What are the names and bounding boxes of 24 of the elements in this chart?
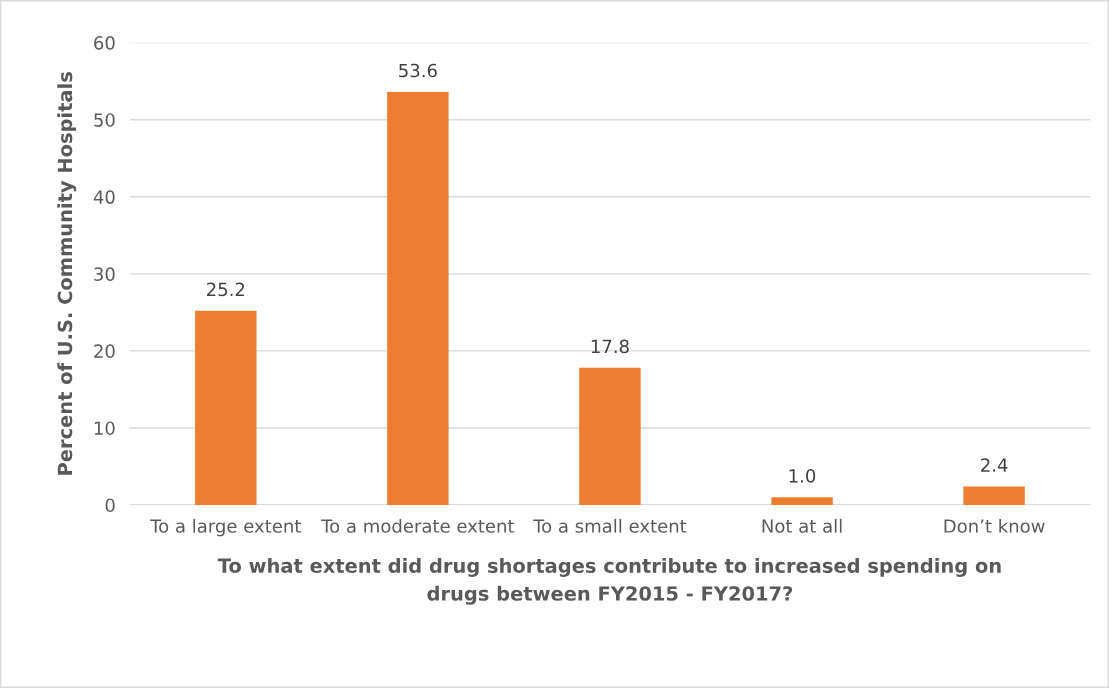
y-tick-label: 40 xyxy=(93,190,115,204)
data-label: 53.6 xyxy=(399,63,437,78)
bar xyxy=(579,367,641,505)
x-axis-title: To what extent did drug shortages contribute to increased spending on drugs between FY2015 - FY2017? xyxy=(217,557,1001,605)
bar xyxy=(771,497,833,505)
y-tick-label: 50 xyxy=(94,113,115,127)
y-tick-label: 60 xyxy=(94,36,115,50)
y-tick-label: 30 xyxy=(94,267,115,281)
y-tick-label: 20 xyxy=(94,344,115,358)
x-tick-label: Not at all xyxy=(762,518,842,533)
x-tick-label: To a large extent xyxy=(150,518,301,537)
data-label: 25.2 xyxy=(207,282,245,297)
data-label: 2.4 xyxy=(981,458,1008,472)
bar xyxy=(387,91,449,505)
y-tick-label: 0 xyxy=(105,498,115,513)
data-label: 17.8 xyxy=(591,339,629,354)
x-tick-label: To a moderate extent xyxy=(321,518,515,533)
x-tick-label: Don’t know xyxy=(944,518,1045,533)
y-axis-title: Percent of U.S. Community Hospitals xyxy=(57,72,77,475)
y-tick-label: 10 xyxy=(94,421,115,436)
bar xyxy=(963,486,1025,505)
x-tick-label: To a small extent xyxy=(533,518,687,533)
bar xyxy=(195,310,257,505)
data-label: 1.0 xyxy=(789,469,816,483)
